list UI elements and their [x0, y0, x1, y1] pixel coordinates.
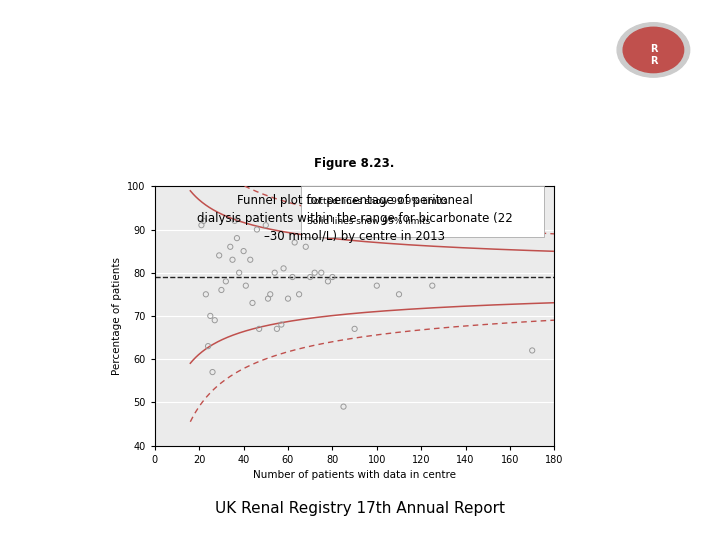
FancyBboxPatch shape: [301, 186, 544, 237]
Point: [315, 268, 327, 277]
Point: [289, 238, 300, 247]
Point: [526, 346, 538, 355]
Point: [269, 268, 281, 277]
Point: [282, 294, 294, 303]
Point: [262, 294, 274, 303]
Point: [278, 264, 289, 273]
Point: [220, 277, 232, 286]
Point: [371, 281, 382, 290]
Point: [271, 325, 283, 333]
X-axis label: Number of patients with data in centre: Number of patients with data in centre: [253, 470, 456, 480]
Point: [227, 255, 238, 264]
Point: [251, 225, 263, 234]
Point: [229, 217, 240, 225]
Point: [287, 273, 298, 281]
Point: [349, 325, 361, 333]
Point: [264, 290, 276, 299]
Point: [300, 242, 312, 251]
Point: [276, 320, 287, 329]
Text: Dotted lines show 99.9% limits: Dotted lines show 99.9% limits: [307, 197, 447, 206]
Point: [209, 316, 220, 325]
Point: [247, 299, 258, 307]
Text: Solid lines show 95% limits: Solid lines show 95% limits: [307, 218, 430, 226]
Text: Figure 8.23.: Figure 8.23.: [315, 157, 395, 170]
Point: [245, 255, 256, 264]
Point: [200, 290, 212, 299]
Point: [238, 247, 249, 255]
Point: [225, 242, 236, 251]
Circle shape: [617, 23, 690, 77]
Point: [198, 217, 210, 225]
Point: [196, 221, 207, 230]
Y-axis label: Percentage of patients: Percentage of patients: [112, 257, 122, 375]
Point: [253, 325, 265, 333]
Point: [338, 402, 349, 411]
Point: [327, 273, 338, 281]
Text: UK Renal Registry 17th Annual Report: UK Renal Registry 17th Annual Report: [215, 501, 505, 516]
Point: [293, 290, 305, 299]
Point: [260, 221, 271, 230]
Text: R: R: [649, 44, 657, 54]
Point: [240, 281, 251, 290]
Point: [216, 286, 228, 294]
Point: [426, 281, 438, 290]
Text: –30 mmol/L) by centre in 2013: –30 mmol/L) by centre in 2013: [264, 230, 445, 243]
Point: [309, 268, 320, 277]
Text: Funnel plot for percentage of peritoneal: Funnel plot for percentage of peritoneal: [237, 194, 472, 207]
Point: [213, 251, 225, 260]
Point: [233, 268, 245, 277]
Point: [231, 234, 243, 242]
Circle shape: [623, 28, 684, 73]
Point: [204, 312, 216, 320]
Point: [323, 277, 334, 286]
Text: R: R: [649, 56, 657, 66]
Point: [202, 342, 214, 350]
Point: [393, 290, 405, 299]
Point: [305, 273, 316, 281]
Point: [207, 368, 218, 376]
Text: dialysis patients within the range for bicarbonate (22: dialysis patients within the range for b…: [197, 212, 513, 225]
